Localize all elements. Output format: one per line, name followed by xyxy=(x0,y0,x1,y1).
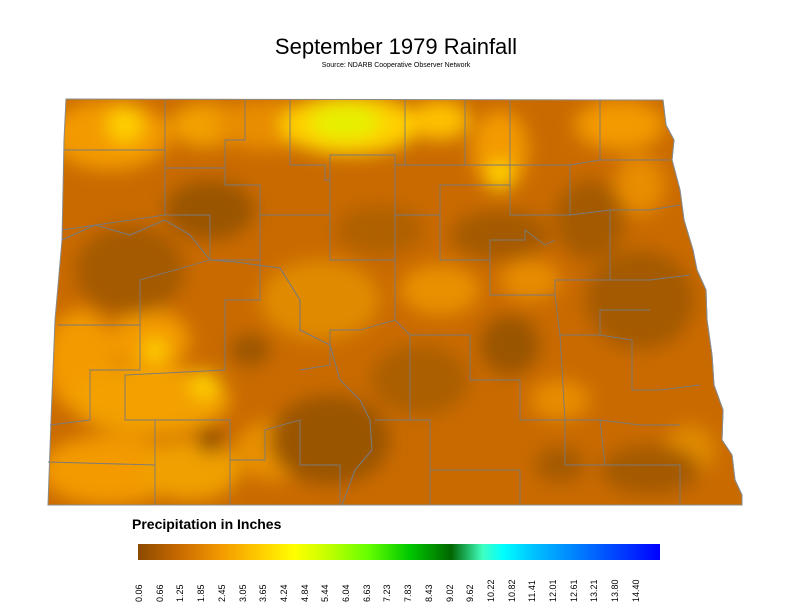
legend-tick-label: 13.80 xyxy=(610,579,621,602)
legend-tick-label: 5.44 xyxy=(320,584,331,602)
legend-tick-label: 9.62 xyxy=(465,584,476,602)
legend-tick-label: 0.66 xyxy=(154,584,165,602)
legend-tick-label: 1.25 xyxy=(175,584,186,602)
legend-tick-label: 9.02 xyxy=(444,584,455,602)
legend-tick-label: 4.84 xyxy=(299,584,310,602)
legend-tick-label: 3.05 xyxy=(237,584,248,602)
legend-tick-label: 4.24 xyxy=(278,584,289,602)
legend-tick-label: 13.21 xyxy=(589,579,600,602)
legend-tick-label: 10.22 xyxy=(485,579,496,602)
legend-tick-label: 3.65 xyxy=(258,584,269,602)
legend-tick-label: 2.45 xyxy=(216,584,227,602)
legend-tick-label: 12.01 xyxy=(548,579,558,602)
legend-tick-label: 10.82 xyxy=(506,579,517,602)
map-subtitle: Source: NDARB Cooperative Observer Netwo… xyxy=(321,62,471,69)
legend-tick-label: 7.23 xyxy=(382,584,393,602)
map-title: September 1979 Rainfall xyxy=(274,34,518,59)
legend-title: Precipitation in Inches xyxy=(132,516,282,532)
legend-tick-label: 12.61 xyxy=(568,579,579,602)
legend-tick-label: 6.04 xyxy=(341,584,351,602)
legend-tick-label: 14.40 xyxy=(630,579,641,602)
legend-tick-label: 6.63 xyxy=(361,584,372,602)
legend-tick-label: 11.41 xyxy=(527,580,538,602)
state-outline xyxy=(47,98,743,506)
legend-color-bar xyxy=(138,544,660,560)
legend-tick-label: 7.83 xyxy=(403,584,414,602)
legend-tick-label: 8.43 xyxy=(423,584,434,602)
legend-tick-label: 0.06 xyxy=(134,584,144,602)
legend-tick-label: 1.85 xyxy=(196,584,207,602)
